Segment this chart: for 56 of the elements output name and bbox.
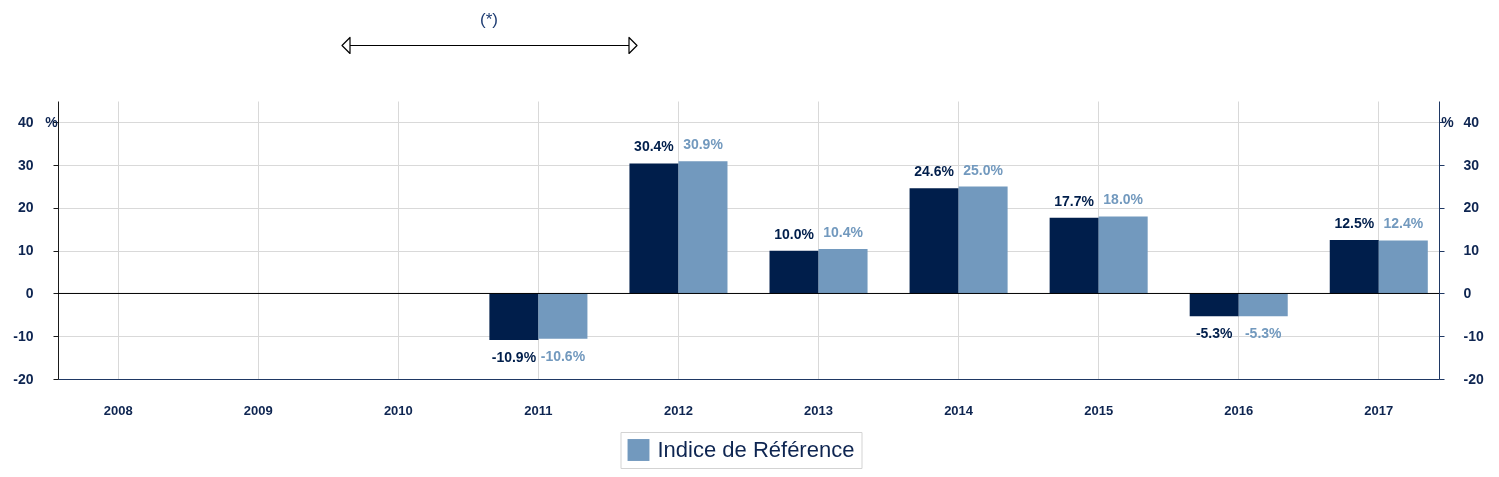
- bar: [958, 186, 1008, 294]
- bar: [1238, 293, 1288, 317]
- bar: [818, 248, 868, 294]
- y-tick-label: 30: [17, 156, 34, 173]
- bar: [629, 163, 679, 294]
- x-tick-label: 2010: [383, 402, 413, 418]
- bar: [1329, 240, 1379, 294]
- bar: [1098, 216, 1148, 294]
- data-label: -10.6%: [540, 347, 586, 364]
- x-tick-label: 2017: [1364, 402, 1394, 418]
- y2-tick-label: 30: [1463, 156, 1480, 173]
- data-label: 17.7%: [1054, 192, 1095, 209]
- bar: [1378, 240, 1428, 294]
- y2-tick-label: -20: [1463, 370, 1484, 387]
- bar: [1189, 293, 1239, 317]
- legend-label: Indice de Référence: [657, 437, 855, 462]
- data-label: -5.3%: [1244, 325, 1283, 342]
- y-tick-label: 20: [17, 199, 34, 216]
- data-label: -5.3%: [1195, 325, 1234, 342]
- y2-tick-label: -10: [1463, 327, 1484, 344]
- bar: [769, 250, 819, 294]
- bar: [678, 161, 728, 294]
- bar: [489, 293, 539, 341]
- data-label: 25.0%: [963, 161, 1004, 178]
- bar: [909, 188, 959, 294]
- x-tick-label: 2011: [524, 402, 553, 418]
- data-label: 30.9%: [683, 136, 724, 153]
- x-tick-label: 2015: [1084, 402, 1114, 418]
- x-tick-label: 2014: [944, 402, 974, 418]
- data-label: 10.4%: [823, 223, 864, 240]
- x-tick-label: 2016: [1224, 402, 1254, 418]
- y2-tick-label: 0: [1463, 284, 1472, 301]
- x-tick-label: 2013: [804, 402, 833, 418]
- data-label: 18.0%: [1103, 191, 1144, 208]
- data-label: -10.9%: [491, 349, 537, 366]
- y-tick-label: -10: [13, 327, 34, 344]
- text: (*): [480, 10, 498, 29]
- x-tick-label: 2009: [243, 402, 273, 418]
- bar: [1049, 217, 1099, 294]
- x-tick-label: 2008: [103, 402, 133, 418]
- data-label: 12.4%: [1383, 215, 1424, 232]
- data-label: 10.0%: [774, 225, 815, 242]
- data-label: 12.5%: [1334, 215, 1375, 231]
- y-axis-title: %: [45, 113, 59, 130]
- data-label: 30.4%: [634, 138, 675, 155]
- y-tick-label: 0: [25, 284, 34, 301]
- y2-tick-label: 40: [1463, 113, 1480, 130]
- data-label: 24.6%: [914, 163, 955, 180]
- bar: [538, 293, 588, 339]
- y2-axis-title: %: [1441, 113, 1455, 130]
- y-tick-label: 10: [17, 242, 34, 259]
- y2-tick-label: 10: [1463, 242, 1480, 259]
- x-tick-label: 2012: [664, 402, 693, 418]
- y2-tick-label: 20: [1463, 199, 1480, 216]
- y-tick-label: -20: [13, 370, 34, 387]
- y-tick-label: 40: [17, 113, 34, 130]
